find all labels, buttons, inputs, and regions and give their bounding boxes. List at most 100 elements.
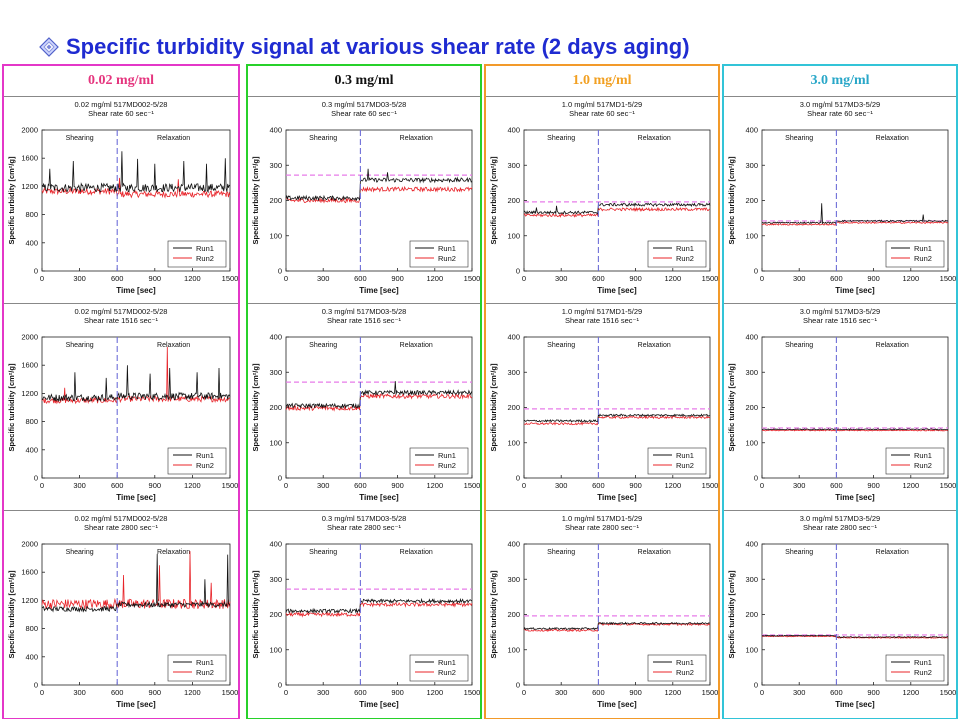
- series-line-run2: [41, 177, 231, 199]
- y-axis-label: Specific turbidity [cm²/g]: [251, 570, 260, 658]
- x-tick-label: 1500: [940, 274, 956, 283]
- chart-subtitle: Shear rate 60 sec⁻¹: [331, 109, 397, 118]
- y-tick-label: 100: [269, 438, 282, 447]
- x-tick-label: 300: [555, 481, 568, 490]
- x-tick-label: 0: [522, 274, 526, 283]
- chart-title: 0.3 mg/ml 517MD03-5/28: [321, 514, 407, 523]
- legend-label: Run2: [914, 668, 932, 677]
- y-tick-label: 200: [507, 403, 520, 412]
- chart-panel: 1.0 mg/ml 517MD1-5/29 Shear rate 1516 sec…: [486, 303, 718, 511]
- legend-label: Run2: [676, 668, 694, 677]
- x-tick-label: 600: [111, 274, 124, 283]
- y-tick-label: 300: [269, 368, 282, 377]
- x-tick-label: 1200: [664, 274, 681, 283]
- y-tick-label: 200: [269, 610, 282, 619]
- y-tick-label: 400: [269, 126, 282, 135]
- chart-column: 3.0 mg/ml 3.0 mg/ml 517MD3-5/29 Shear rate…: [722, 64, 958, 719]
- x-tick-label: 300: [73, 481, 86, 490]
- x-tick-label: 900: [867, 274, 880, 283]
- x-tick-label: 1500: [222, 688, 238, 697]
- x-tick-label: 300: [73, 274, 86, 283]
- series-line-run2: [285, 601, 473, 618]
- legend-box: [647, 240, 707, 268]
- legend-box: [885, 447, 945, 475]
- x-tick-label: 1200: [426, 688, 443, 697]
- y-tick-label: 800: [25, 417, 38, 426]
- chart-svg: 0 100 200 300 400 0 300 600 900 1200 1500 Time [sec…: [727, 540, 956, 710]
- y-tick-label: 2000: [21, 126, 38, 135]
- series-line-run2: [761, 635, 948, 639]
- y-tick-label: 0: [754, 474, 758, 483]
- phase-label-shearing: Shearing: [66, 135, 94, 142]
- x-tick-label: 0: [284, 481, 288, 490]
- x-tick-label: 1500: [222, 481, 238, 490]
- series-line-run1: [761, 634, 949, 638]
- x-tick-label: 1500: [702, 274, 718, 283]
- slide-title: Specific turbidity signal at various she…: [66, 34, 690, 59]
- phase-label-shearing: Shearing: [547, 342, 575, 349]
- chart-subtitle: Shear rate 2800 sec⁻¹: [802, 523, 877, 532]
- chart-svg: 0 100 200 300 400 0 300 600 900 1200 1500 Time [sec…: [251, 540, 480, 710]
- legend-label: Run2: [438, 254, 456, 263]
- legend-box: [647, 654, 707, 682]
- chart-svg: 0 100 200 300 400 0 300 600 900 1200 1500 Time [sec…: [489, 333, 718, 503]
- phase-label-relaxation: Relaxation: [638, 342, 671, 349]
- series-line-run1: [41, 365, 231, 403]
- x-tick-label: 900: [391, 274, 404, 283]
- x-tick-label: 300: [317, 274, 330, 283]
- chart-title: 3.0 mg/ml 517MD3-5/29: [799, 514, 881, 523]
- y-tick-label: 0: [516, 267, 520, 276]
- series-line-run1: [523, 621, 711, 631]
- chart-panel: 3.0 mg/ml 517MD3-5/29 Shear rate 1516 sec…: [724, 303, 956, 511]
- phase-label-shearing: Shearing: [309, 135, 337, 142]
- x-tick-label: 900: [149, 274, 162, 283]
- chart-subtitle: Shear rate 1516 sec⁻¹: [326, 316, 401, 325]
- chart-panel: 3.0 mg/ml 517MD3-5/29 Shear rate 2800 sec…: [724, 510, 956, 718]
- y-tick-label: 100: [507, 438, 520, 447]
- x-tick-label: 300: [793, 481, 806, 490]
- x-tick-label: 1500: [464, 688, 480, 697]
- y-tick-label: 200: [507, 196, 520, 205]
- legend-label: Run2: [676, 461, 694, 470]
- slide-title-row: Specific turbidity signal at various she…: [38, 32, 690, 62]
- chart-subtitle: Shear rate 1516 sec⁻¹: [83, 316, 158, 325]
- series-line-run1: [285, 597, 473, 614]
- y-tick-label: 400: [507, 540, 520, 549]
- legend-label: Run2: [438, 668, 456, 677]
- y-tick-label: 100: [745, 438, 758, 447]
- x-tick-label: 600: [354, 274, 367, 283]
- x-tick-label: 1200: [426, 274, 443, 283]
- phase-label-relaxation: Relaxation: [638, 135, 671, 142]
- y-axis-label: Specific turbidity [cm²/g]: [7, 363, 16, 451]
- x-tick-label: 900: [391, 481, 404, 490]
- chart-subtitle: Shear rate 2800 sec⁻¹: [83, 523, 158, 532]
- legend-label: Run1: [196, 451, 214, 460]
- x-tick-label: 1200: [902, 481, 919, 490]
- phase-label-relaxation: Relaxation: [638, 549, 671, 556]
- chart-panel: 0.02 mg/ml 517MD002-5/28 Shear rate 60 se…: [4, 96, 238, 304]
- y-tick-label: 100: [507, 231, 520, 240]
- y-tick-label: 300: [507, 368, 520, 377]
- y-tick-label: 300: [745, 161, 758, 170]
- y-tick-label: 0: [754, 681, 758, 690]
- chart-svg: 0 400 800 1200 1600 2000 0 300 600 900 1200 1500 Tim…: [7, 333, 238, 503]
- legend-label: Run1: [438, 658, 456, 667]
- chart-title: 0.3 mg/ml 517MD03-5/28: [321, 307, 407, 316]
- chart-column: 1.0 mg/ml 1.0 mg/ml 517MD1-5/29 Shear rate…: [484, 64, 720, 719]
- x-tick-label: 1500: [940, 481, 956, 490]
- x-tick-label: 0: [284, 274, 288, 283]
- y-tick-label: 0: [516, 681, 520, 690]
- y-axis-label: Specific turbidity [cm²/g]: [251, 363, 260, 451]
- legend-label: Run1: [438, 451, 456, 460]
- y-tick-label: 100: [269, 231, 282, 240]
- phase-label-shearing: Shearing: [547, 135, 575, 142]
- chart-title: 1.0 mg/ml 517MD1-5/29: [561, 307, 643, 316]
- y-tick-label: 300: [269, 575, 282, 584]
- x-tick-label: 1200: [664, 481, 681, 490]
- x-tick-label: 0: [40, 688, 44, 697]
- x-axis-label: Time [sec]: [597, 286, 637, 295]
- legend-box: [409, 240, 469, 268]
- x-tick-label: 600: [111, 688, 124, 697]
- legend-label: Run1: [914, 244, 932, 253]
- y-tick-label: 1200: [21, 182, 38, 191]
